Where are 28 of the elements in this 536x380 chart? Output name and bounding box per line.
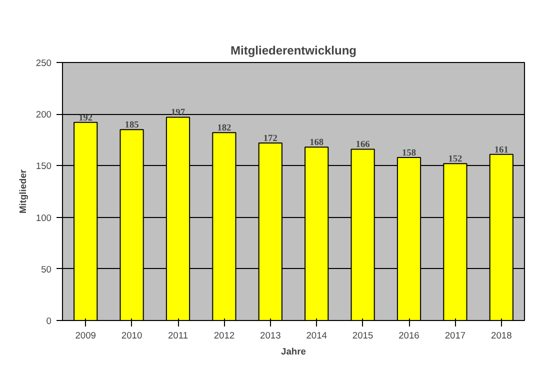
- data-label: 152: [448, 154, 463, 165]
- data-label: 185: [124, 120, 140, 131]
- x-tick-label: 2013: [260, 330, 281, 340]
- y-tick-label: 50: [41, 264, 52, 274]
- x-tick-label: 2010: [121, 330, 142, 340]
- x-tick-label: 2016: [398, 330, 420, 340]
- y-tick-label: 0: [46, 316, 52, 326]
- data-label: 182: [217, 124, 232, 134]
- x-tick-label: 2009: [75, 330, 96, 340]
- y-tick-label: 100: [36, 212, 52, 223]
- data-label: 192: [78, 113, 93, 124]
- data-label: 168: [310, 138, 324, 148]
- data-label: 158: [402, 148, 416, 158]
- y-tick-label: 250: [36, 58, 52, 68]
- data-label: 161: [494, 145, 509, 156]
- x-axis-title: Jahre: [281, 346, 306, 356]
- x-tick-label: 2014: [306, 330, 327, 340]
- chart-title: Mitgliederentwicklung: [230, 44, 357, 58]
- y-tick-label: 150: [36, 161, 52, 172]
- x-tick-label: 2012: [214, 330, 235, 340]
- x-tick-label: 2018: [491, 330, 512, 340]
- x-tick-label: 2011: [168, 330, 188, 340]
- x-tick-label: 2017: [444, 330, 466, 340]
- data-label: 166: [356, 140, 370, 150]
- data-label: 172: [263, 134, 278, 144]
- y-tick-label: 200: [36, 110, 52, 120]
- y-axis-title: Mitglieder: [18, 169, 28, 214]
- x-tick-label: 2015: [352, 330, 374, 340]
